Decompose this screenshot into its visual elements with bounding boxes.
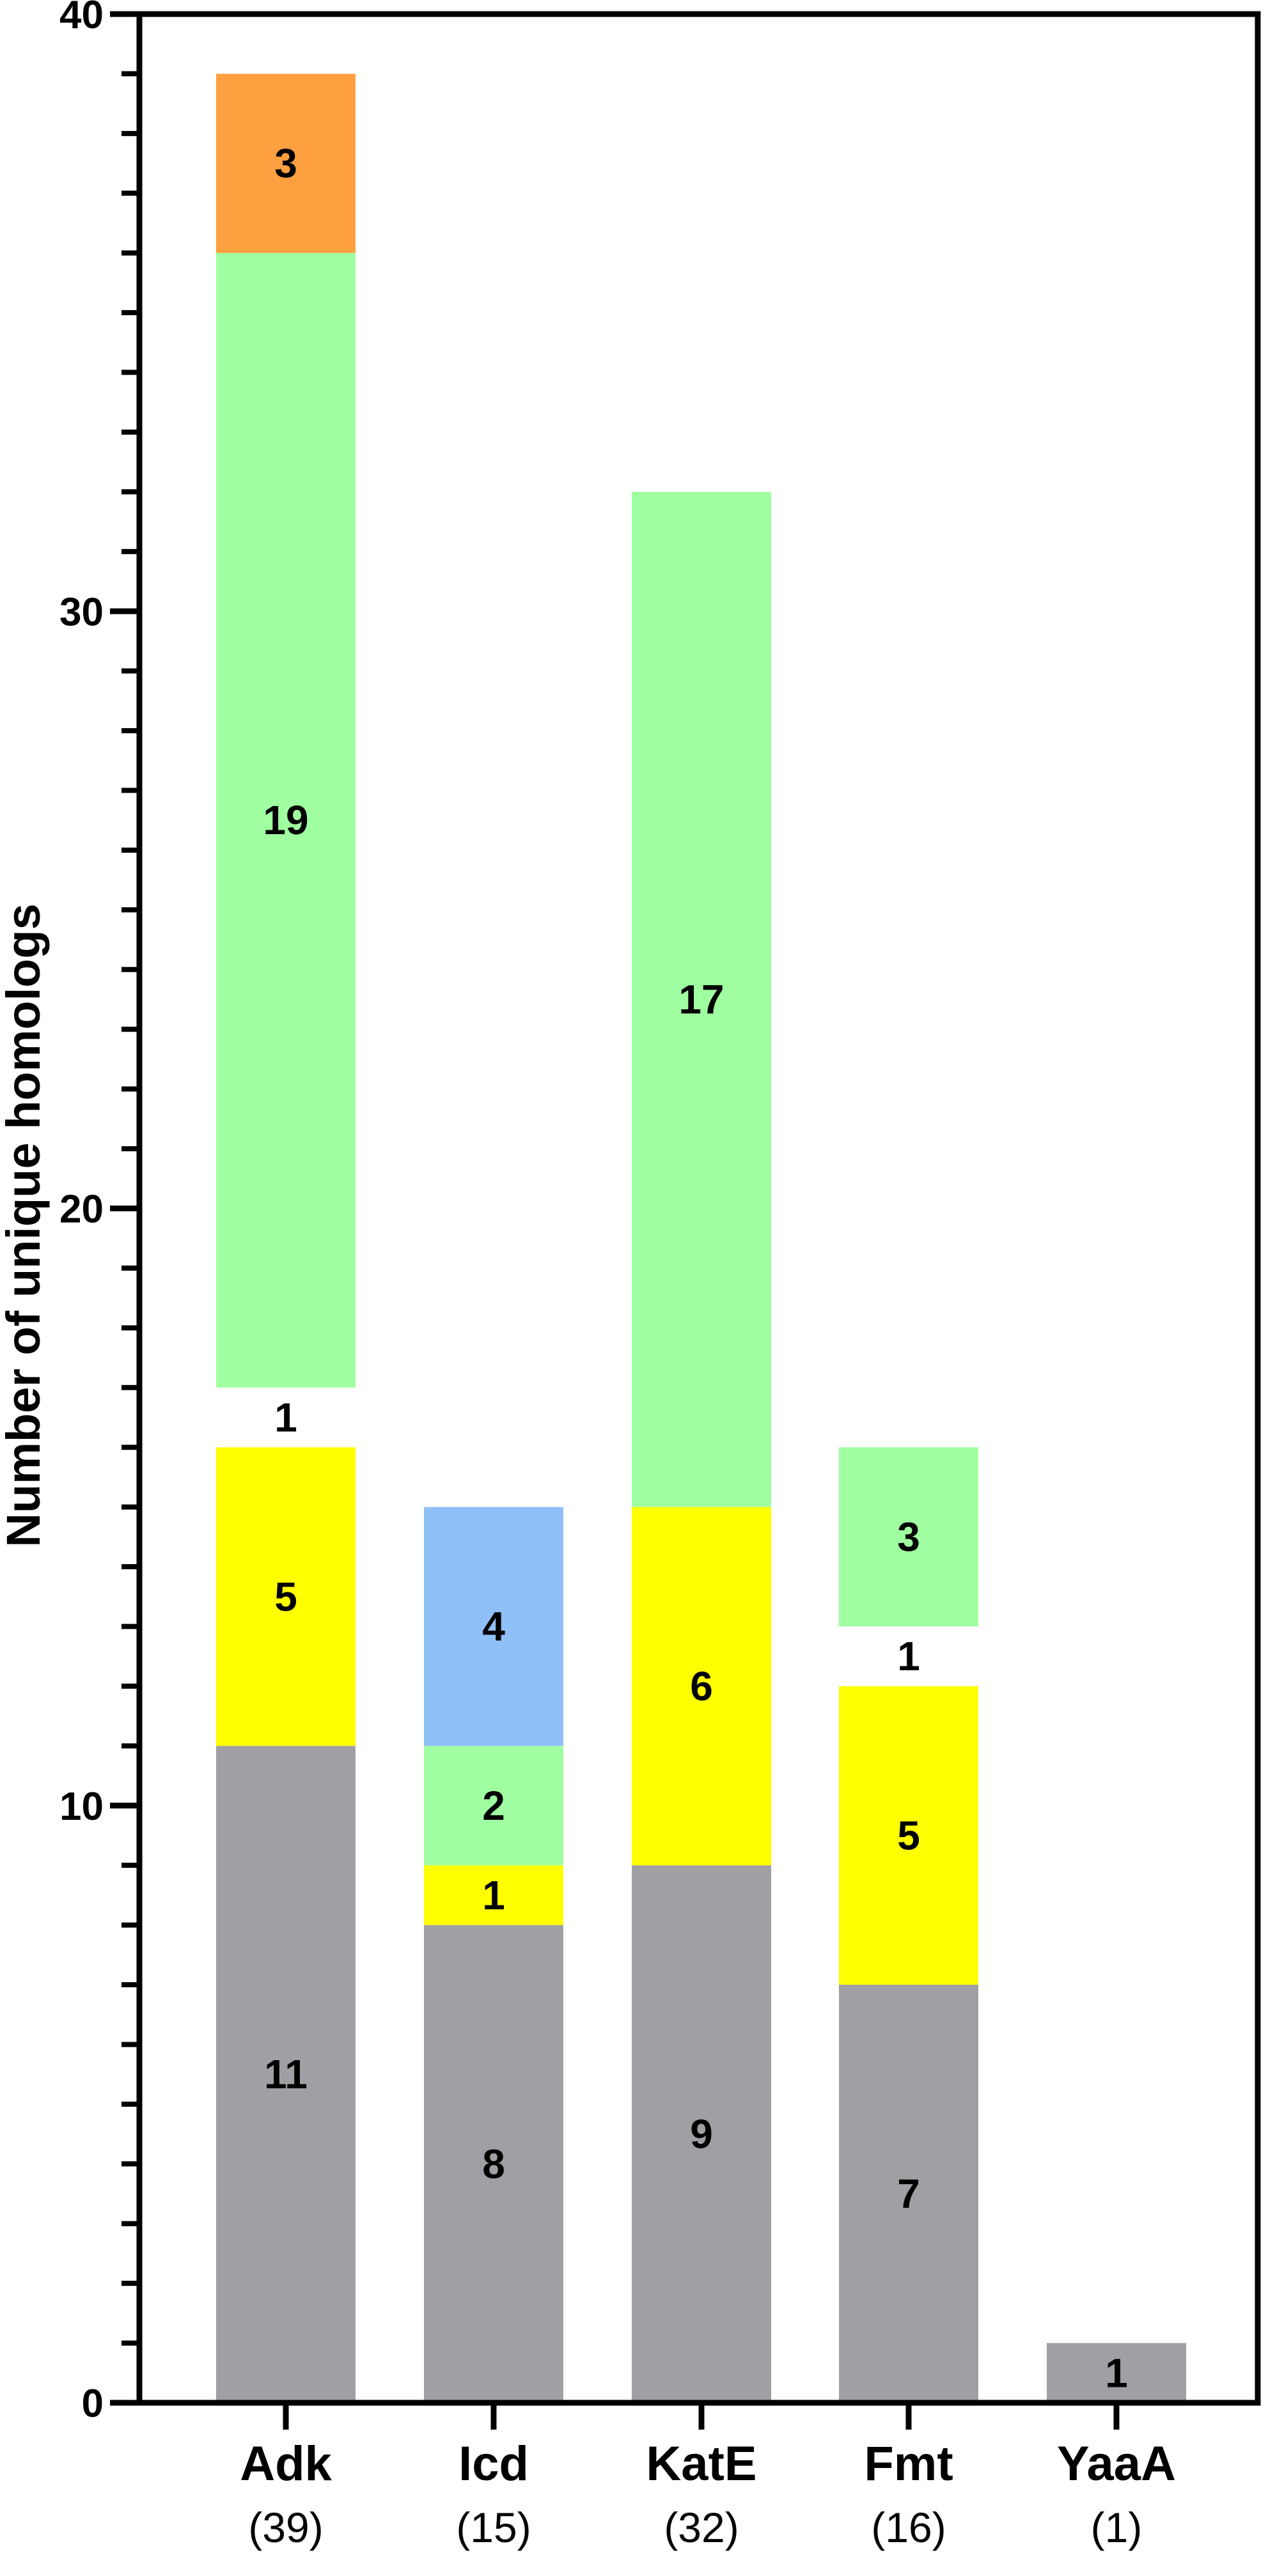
segment-label-adk-1: 5	[274, 1574, 297, 1620]
segment-label-fmt-1: 5	[897, 1812, 920, 1858]
x-axis-ticks: Adk (39) Icd (15) KatE (32) Fmt (16) YaaA (1)	[240, 2403, 1176, 2551]
segment-labels-layer: 11 5 1 19 3 8 1 2 4 9 6 17 7 5 1 3 1	[263, 141, 1127, 2396]
segment-label-icd-3: 4	[482, 1603, 505, 1649]
segment-label-adk-4: 3	[274, 141, 297, 187]
y-axis-title: Number of unique homologs	[0, 903, 50, 1547]
bar-segment-adk-1	[216, 1447, 356, 1746]
y-axis-ticks: 0 10 20 30 40	[59, 0, 139, 2426]
bar-segment-fmt-0	[839, 1985, 978, 2403]
segment-label-fmt-3: 3	[897, 1514, 920, 1560]
bar-segment-icd-3	[424, 1507, 563, 1746]
x-tick-label-yaaa: YaaA	[1057, 2437, 1176, 2491]
bar-segment-adk-3	[216, 252, 356, 1388]
segment-label-fmt-2: 1	[897, 1633, 920, 1679]
x-tick-sublabel-yaaa: (1)	[1091, 2504, 1143, 2551]
bar-segment-fmt-3	[839, 1447, 978, 1627]
bar-segment-yaaa-0	[1047, 2343, 1186, 2403]
bar-segment-fmt-1	[839, 1686, 978, 1985]
segment-label-adk-0: 11	[264, 2051, 308, 2097]
segment-label-adk-2: 1	[274, 1394, 297, 1440]
segment-label-kate-2: 17	[678, 977, 724, 1023]
y-tick-label: 10	[59, 1785, 104, 1829]
x-tick-sublabel-kate: (32)	[664, 2504, 739, 2551]
segment-label-yaaa-0: 1	[1105, 2350, 1128, 2396]
segment-label-fmt-0: 7	[897, 2171, 920, 2217]
x-tick-label-fmt: Fmt	[864, 2437, 953, 2491]
segment-label-adk-3: 19	[263, 797, 308, 843]
bar-segment-icd-0	[424, 1925, 563, 2403]
bar-segment-icd-2	[424, 1746, 563, 1866]
y-tick-label: 40	[59, 0, 104, 37]
segment-label-icd-0: 8	[482, 2141, 505, 2187]
segment-label-icd-1: 1	[482, 1872, 505, 1918]
y-tick-label: 0	[82, 2382, 104, 2426]
x-tick-label-icd: Icd	[458, 2437, 529, 2491]
x-tick-sublabel-icd: (15)	[456, 2504, 531, 2551]
x-tick-label-adk: Adk	[240, 2437, 332, 2491]
bar-segment-icd-1	[424, 1865, 563, 1925]
bar-segment-adk-0	[216, 1746, 356, 2403]
segment-label-icd-2: 2	[482, 1783, 505, 1829]
segment-label-kate-0: 9	[690, 2111, 713, 2157]
y-tick-label: 30	[59, 590, 104, 634]
x-tick-sublabel-adk: (39)	[248, 2504, 323, 2551]
segment-label-kate-1: 6	[690, 1663, 713, 1709]
bars-layer	[216, 74, 1186, 2403]
bar-segment-kate-1	[632, 1507, 771, 1866]
x-tick-sublabel-fmt: (16)	[871, 2504, 946, 2551]
x-tick-label-kate: KatE	[646, 2437, 756, 2491]
bar-segment-kate-2	[632, 492, 771, 1507]
bar-segment-kate-0	[632, 1865, 771, 2403]
bar-segment-adk-4	[216, 74, 356, 253]
bar-segment-adk-2	[216, 1387, 356, 1448]
bar-segment-fmt-2	[839, 1626, 978, 1686]
y-tick-label: 20	[59, 1188, 104, 1232]
